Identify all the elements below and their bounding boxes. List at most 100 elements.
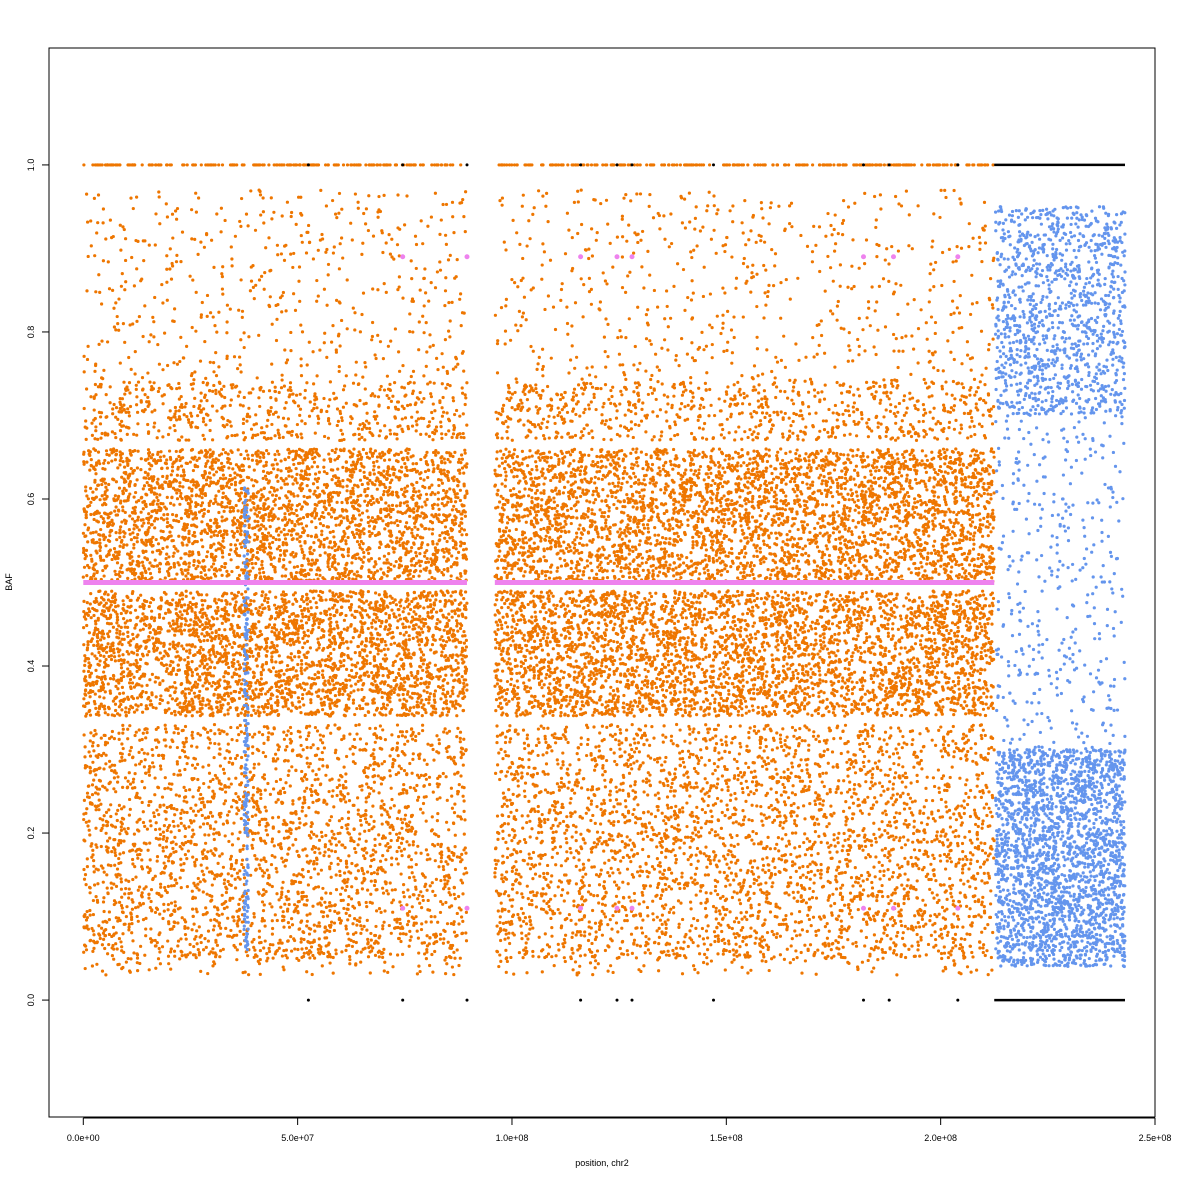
data-point: [971, 516, 974, 519]
data-point: [842, 482, 845, 485]
data-point: [677, 500, 680, 503]
data-point: [786, 467, 789, 470]
data-point: [900, 556, 903, 559]
data-point: [530, 496, 533, 499]
data-point: [664, 486, 667, 489]
data-point: [770, 472, 773, 475]
data-point: [212, 481, 215, 484]
data-point: [721, 467, 724, 470]
data-point: [933, 477, 936, 480]
data-point: [271, 494, 274, 497]
data-point: [664, 461, 667, 464]
data-point: [177, 466, 180, 469]
data-point: [216, 482, 219, 485]
data-point: [636, 571, 639, 574]
data-point: [972, 538, 975, 541]
data-point: [290, 521, 293, 524]
data-point: [690, 564, 693, 567]
data-point: [682, 561, 685, 564]
data-point: [815, 540, 818, 543]
data-point: [112, 478, 115, 481]
data-point: [925, 488, 928, 491]
data-point: [927, 464, 930, 467]
data-point: [267, 519, 270, 522]
data-point: [85, 516, 88, 519]
data-point: [886, 462, 889, 465]
data-point: [214, 494, 217, 497]
data-point: [686, 524, 689, 527]
data-point: [528, 455, 531, 458]
data-point: [441, 531, 444, 534]
data-point: [818, 550, 821, 553]
data-point: [297, 522, 300, 525]
data-point: [446, 470, 449, 473]
data-point: [555, 522, 558, 525]
data-point: [516, 543, 519, 546]
data-point: [942, 539, 945, 542]
data-point: [412, 575, 415, 578]
data-point: [757, 574, 760, 577]
data-point: [906, 474, 909, 477]
data-point: [783, 551, 786, 554]
data-point: [770, 552, 773, 555]
data-point: [311, 465, 314, 468]
data-point: [934, 516, 937, 519]
data-point: [751, 483, 754, 486]
data-point: [286, 483, 289, 486]
data-point: [651, 469, 654, 472]
data-point: [157, 499, 160, 502]
data-point: [535, 465, 538, 468]
data-point: [175, 450, 178, 453]
data-point: [781, 523, 784, 526]
data-point: [203, 508, 206, 511]
data-point: [990, 447, 993, 450]
data-point: [89, 513, 92, 516]
data-point: [359, 469, 362, 472]
data-point: [659, 470, 662, 473]
data-point: [793, 480, 796, 483]
data-point: [323, 470, 326, 473]
data-point: [498, 539, 501, 542]
data-point: [267, 481, 270, 484]
data-point: [959, 494, 962, 497]
data-point: [551, 524, 554, 527]
data-point: [768, 491, 771, 494]
data-point: [124, 511, 127, 514]
data-point: [595, 470, 598, 473]
data-point: [311, 558, 314, 561]
data-point: [590, 569, 593, 572]
data-point: [594, 476, 597, 479]
data-point: [604, 525, 607, 528]
data-point: [505, 542, 508, 545]
data-point: [286, 521, 289, 524]
data-point: [402, 545, 405, 548]
data-point: [737, 452, 740, 455]
data-point: [185, 543, 188, 546]
data-point: [156, 478, 159, 481]
data-point: [912, 457, 915, 460]
data-point: [855, 454, 858, 457]
data-point: [650, 507, 653, 510]
data-point: [988, 472, 991, 475]
data-point: [325, 472, 328, 475]
data-point: [590, 477, 593, 480]
data-point: [651, 463, 654, 466]
data-point: [753, 577, 756, 580]
data-point: [597, 535, 600, 538]
data-point: [827, 577, 830, 580]
data-point: [87, 526, 90, 529]
data-point: [460, 517, 463, 520]
data-point: [393, 521, 396, 524]
data-point: [601, 478, 604, 481]
data-point: [287, 456, 290, 459]
data-point: [776, 575, 779, 578]
data-point: [103, 512, 106, 515]
data-point: [85, 494, 88, 497]
data-point: [302, 557, 305, 560]
data-point: [910, 513, 913, 516]
data-point: [628, 562, 631, 565]
data-point: [664, 573, 667, 576]
data-point: [446, 514, 449, 517]
data-point: [537, 510, 540, 513]
data-point: [123, 535, 126, 538]
